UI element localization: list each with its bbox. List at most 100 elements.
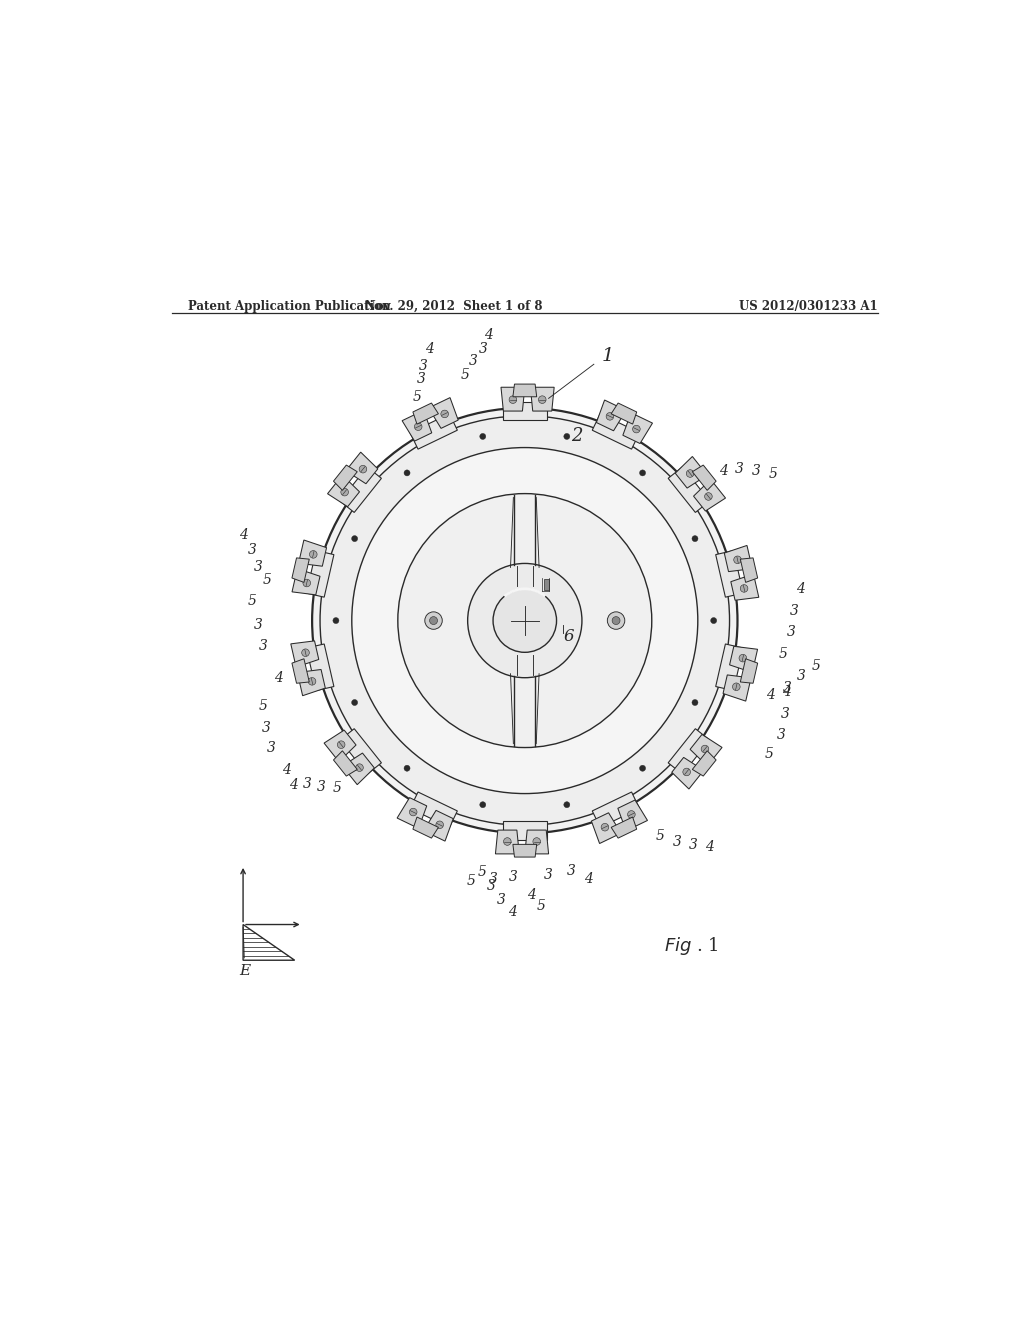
Text: 3: 3 <box>317 780 327 795</box>
Text: 5: 5 <box>263 573 272 587</box>
Polygon shape <box>524 830 549 854</box>
Polygon shape <box>513 384 537 397</box>
Text: 4: 4 <box>239 528 248 543</box>
Circle shape <box>504 838 511 845</box>
Text: 5: 5 <box>466 874 475 888</box>
Polygon shape <box>299 540 327 566</box>
Polygon shape <box>617 800 647 830</box>
Text: 4: 4 <box>526 888 536 902</box>
Polygon shape <box>334 465 357 490</box>
Polygon shape <box>716 550 743 597</box>
Polygon shape <box>324 730 356 762</box>
Text: 3: 3 <box>797 668 806 682</box>
Text: 3: 3 <box>688 838 697 851</box>
Polygon shape <box>413 817 438 838</box>
Text: 3: 3 <box>258 639 267 653</box>
Circle shape <box>539 396 546 404</box>
Text: 3: 3 <box>248 544 256 557</box>
Polygon shape <box>692 465 716 490</box>
Polygon shape <box>693 479 726 511</box>
Text: 3: 3 <box>253 561 262 574</box>
Circle shape <box>683 768 690 776</box>
Polygon shape <box>413 403 438 424</box>
Polygon shape <box>503 401 547 420</box>
Polygon shape <box>328 475 359 507</box>
Circle shape <box>468 564 582 677</box>
Text: 4: 4 <box>425 342 434 355</box>
Text: 3: 3 <box>303 777 311 791</box>
Text: 4: 4 <box>782 685 792 700</box>
Polygon shape <box>611 403 637 424</box>
Text: 4: 4 <box>719 465 728 478</box>
Circle shape <box>732 682 740 690</box>
Polygon shape <box>292 569 321 595</box>
Polygon shape <box>306 644 334 690</box>
Polygon shape <box>716 644 743 690</box>
Text: 3: 3 <box>417 372 425 387</box>
Polygon shape <box>669 467 710 512</box>
Polygon shape <box>397 797 427 829</box>
Text: 4: 4 <box>706 840 715 854</box>
Circle shape <box>351 536 357 541</box>
Polygon shape <box>729 647 758 672</box>
Text: Patent Application Publication: Patent Application Publication <box>187 300 390 313</box>
Text: 5: 5 <box>461 368 470 383</box>
Polygon shape <box>675 457 708 488</box>
Circle shape <box>606 413 613 420</box>
Text: 3: 3 <box>486 879 496 892</box>
Polygon shape <box>291 642 318 667</box>
Circle shape <box>436 821 443 829</box>
Text: 4: 4 <box>274 671 284 685</box>
Circle shape <box>701 746 709 752</box>
Polygon shape <box>340 467 381 512</box>
Text: US 2012/0301233 A1: US 2012/0301233 A1 <box>739 300 878 313</box>
Circle shape <box>312 408 737 833</box>
Polygon shape <box>292 659 309 684</box>
Circle shape <box>740 585 748 593</box>
Text: 3: 3 <box>469 354 478 368</box>
Polygon shape <box>410 413 458 449</box>
Circle shape <box>739 655 746 661</box>
Circle shape <box>480 801 485 808</box>
Polygon shape <box>592 413 640 449</box>
Circle shape <box>308 677 315 685</box>
Circle shape <box>425 612 442 630</box>
Text: 4: 4 <box>797 582 806 595</box>
Polygon shape <box>740 558 758 582</box>
Circle shape <box>692 536 698 541</box>
Polygon shape <box>402 411 432 441</box>
Circle shape <box>351 700 357 705</box>
Text: 4: 4 <box>766 688 774 702</box>
Polygon shape <box>731 574 759 601</box>
Circle shape <box>404 766 410 771</box>
Polygon shape <box>501 387 524 411</box>
Circle shape <box>564 433 569 440</box>
Polygon shape <box>346 453 378 483</box>
Text: 6: 6 <box>563 628 573 645</box>
Polygon shape <box>306 550 334 597</box>
Polygon shape <box>342 754 375 784</box>
Text: 3: 3 <box>673 834 681 849</box>
Text: 3: 3 <box>791 605 799 618</box>
Polygon shape <box>611 817 637 838</box>
Text: 4: 4 <box>283 763 291 776</box>
Text: 3: 3 <box>782 681 792 696</box>
Polygon shape <box>592 792 640 828</box>
Polygon shape <box>669 729 710 775</box>
Text: 3: 3 <box>544 867 553 882</box>
Text: 5: 5 <box>413 389 422 404</box>
Circle shape <box>628 810 635 818</box>
Polygon shape <box>723 675 751 701</box>
Text: 3: 3 <box>734 462 743 475</box>
Polygon shape <box>690 734 722 766</box>
Text: 3: 3 <box>254 618 262 631</box>
Circle shape <box>441 411 449 417</box>
Circle shape <box>564 801 569 808</box>
Circle shape <box>705 492 713 500</box>
Polygon shape <box>496 830 519 854</box>
Polygon shape <box>544 578 550 590</box>
Text: 4: 4 <box>289 777 298 792</box>
Polygon shape <box>429 397 458 429</box>
Polygon shape <box>410 792 458 828</box>
Circle shape <box>341 488 348 496</box>
